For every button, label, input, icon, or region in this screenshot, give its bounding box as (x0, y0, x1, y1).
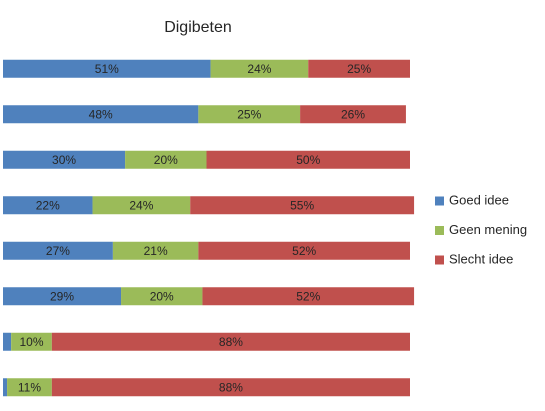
bar-segment (300, 105, 406, 124)
bar-segment (3, 105, 199, 124)
data-label: 52% (292, 244, 316, 258)
bar-segment (11, 332, 52, 351)
legend-label: Goed idee (449, 192, 509, 207)
legend-swatch (435, 226, 444, 235)
data-label: 26% (341, 107, 365, 121)
data-label: 50% (296, 153, 320, 167)
bar-segment (51, 332, 411, 351)
bar-segment (51, 378, 411, 397)
data-label: 10% (19, 335, 43, 349)
bar-segment (3, 378, 8, 397)
data-label: 11% (18, 380, 41, 394)
data-label: 24% (129, 198, 153, 212)
legend-label: Slecht idee (449, 251, 513, 266)
data-label: 51% (95, 62, 119, 76)
chart-title: Digibeten (164, 19, 232, 36)
bar-segment (3, 59, 211, 78)
bar-segment (206, 150, 410, 169)
bar-segment (3, 196, 93, 215)
bar-segment (3, 241, 113, 260)
legend-label: Geen mening (449, 222, 527, 237)
bar-segment (121, 287, 203, 306)
bar-segment (7, 378, 52, 397)
bar-segment (198, 241, 410, 260)
data-label: 52% (296, 289, 320, 303)
bar-segment (202, 287, 415, 306)
data-label: 30% (52, 153, 76, 167)
data-label: 21% (144, 244, 168, 258)
bar-segment (3, 332, 12, 351)
bar-segment (92, 196, 191, 215)
bar-segment (190, 196, 415, 215)
legend-swatch (435, 196, 444, 206)
data-label: 29% (50, 289, 74, 303)
legend-swatch (435, 255, 444, 265)
data-label: 22% (36, 198, 60, 212)
data-label: 55% (290, 198, 314, 212)
bar-segment (198, 105, 301, 124)
bar-segment (3, 150, 126, 169)
data-label: 88% (219, 380, 243, 394)
bar-segment (308, 59, 410, 78)
data-label: 24% (247, 62, 271, 76)
bar-segment (112, 241, 199, 260)
data-label: 48% (89, 107, 113, 121)
bar-segment (125, 150, 207, 169)
data-label: 88% (219, 335, 243, 349)
bar-segment (210, 59, 309, 78)
bar-segment (3, 287, 122, 306)
data-label: 20% (154, 153, 178, 167)
data-label: 27% (46, 244, 70, 258)
data-label: 25% (237, 107, 261, 121)
data-label: 20% (150, 289, 174, 303)
data-label: 25% (347, 62, 371, 76)
